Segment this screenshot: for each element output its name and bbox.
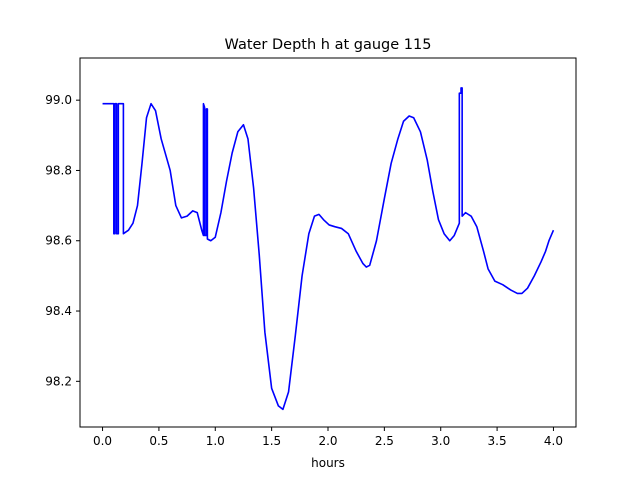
plot-frame	[79, 57, 577, 428]
x-tick-label: 2.5	[375, 434, 394, 448]
x-tick-label: 3.0	[431, 434, 450, 448]
x-axis-ticks: 0.0 0.5 1.0 1.5 2.0 2.5 3.0 3.5 4.0	[93, 427, 563, 448]
x-tick-label: 1.5	[262, 434, 281, 448]
y-tick-label: 98.8	[45, 163, 72, 177]
series-group	[102, 87, 555, 411]
x-tick-label: 2.0	[318, 434, 337, 448]
x-tick-label: 1.0	[206, 434, 225, 448]
chart-title: Water Depth h at gauge 115	[225, 37, 432, 53]
x-tick-label: 0.5	[149, 434, 168, 448]
y-tick-label: 98.4	[45, 304, 72, 318]
x-tick-label: 0.0	[93, 434, 112, 448]
x-tick-label: 3.5	[488, 434, 507, 448]
y-tick-label: 98.2	[45, 374, 72, 388]
series-line-0	[102, 87, 555, 411]
x-axis-label: hours	[311, 456, 345, 470]
x-tick-label: 4.0	[544, 434, 563, 448]
plot-area	[80, 58, 576, 427]
y-axis-ticks: 98.2 98.4 98.6 98.8 99.0	[45, 93, 80, 388]
y-tick-label: 99.0	[45, 93, 72, 107]
y-tick-label: 98.6	[45, 234, 72, 248]
